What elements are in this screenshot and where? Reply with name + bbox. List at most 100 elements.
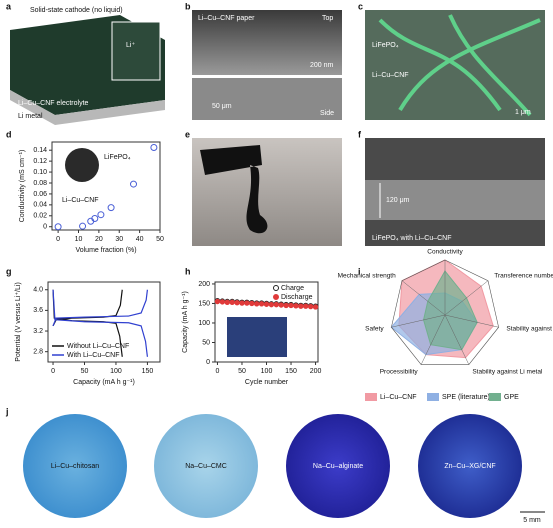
panel-f: f 120 μm LiFePO₄ with Li–Cu–CNF bbox=[358, 129, 545, 246]
y-tick-label: 100 bbox=[198, 320, 210, 327]
point bbox=[54, 223, 62, 231]
point bbox=[278, 302, 284, 308]
panel-j: j Li–Cu–chitosan Na–Cu–CMC Na–Cu–alginat… bbox=[5, 406, 545, 524]
sem-top bbox=[192, 10, 342, 75]
sample-disk bbox=[418, 414, 522, 518]
point bbox=[219, 299, 226, 305]
point bbox=[253, 301, 260, 307]
bottle bbox=[200, 145, 268, 234]
radar-area bbox=[423, 270, 478, 351]
scale-label: 1 μm bbox=[515, 109, 531, 116]
legend-swatch bbox=[489, 393, 501, 401]
radar-axis-label: Safety bbox=[365, 326, 384, 333]
caption: Side bbox=[320, 110, 334, 117]
radar-outline bbox=[391, 259, 499, 365]
y-axis-label: Potential (V versus Li⁺/Li) bbox=[15, 282, 22, 362]
radar-axis bbox=[420, 314, 446, 365]
sample-label: Na–Cu–CMC bbox=[185, 463, 227, 470]
legend-swatch bbox=[273, 294, 279, 300]
radar-axis-label: Stability against cathode bbox=[506, 326, 553, 333]
point bbox=[298, 303, 304, 309]
point bbox=[107, 204, 115, 212]
panel-a: a Solid-state cathode (no liquid) Li⁺ Li… bbox=[6, 1, 165, 125]
legend-label: Li–Cu–CNF bbox=[380, 394, 417, 401]
point bbox=[273, 301, 280, 308]
point bbox=[97, 211, 105, 219]
annotation: LiFePO₄ bbox=[104, 154, 131, 161]
y-tick-label: 200 bbox=[198, 281, 210, 288]
sample-disk bbox=[23, 414, 127, 518]
radar-axis bbox=[391, 314, 446, 328]
legend-label: Charge bbox=[281, 285, 304, 292]
y-tick-label: 0.02 bbox=[33, 213, 47, 220]
point bbox=[293, 303, 299, 309]
radar-axis-label: Transference number bbox=[494, 272, 553, 279]
point bbox=[224, 299, 230, 305]
inset-particles bbox=[65, 148, 99, 182]
legend-label: Discharge bbox=[281, 294, 313, 301]
sample-label: Li–Cu–chitosan bbox=[51, 463, 99, 470]
radar-axis bbox=[401, 280, 446, 316]
y-tick-label: 0.12 bbox=[33, 158, 47, 165]
point bbox=[79, 222, 87, 230]
point bbox=[263, 301, 270, 307]
x-tick-label: 100 bbox=[110, 368, 122, 375]
sample-disk bbox=[154, 414, 258, 518]
panel-label: j bbox=[5, 406, 9, 416]
x-tick-label: 50 bbox=[238, 368, 246, 375]
x-tick-label: 0 bbox=[215, 368, 219, 375]
zoom bbox=[111, 21, 161, 81]
y-tick-label: 2.8 bbox=[33, 349, 43, 356]
x-tick-label: 20 bbox=[95, 236, 103, 243]
y-tick-label: 3.6 bbox=[33, 307, 43, 314]
point bbox=[239, 300, 245, 306]
sample-label: Na–Cu–alginate bbox=[313, 463, 363, 470]
layer bbox=[365, 180, 545, 220]
x-tick-label: 0 bbox=[51, 368, 55, 375]
caption: Li metal bbox=[18, 113, 43, 120]
y-tick-label: 50 bbox=[202, 339, 210, 346]
caption: Li–Cu–CNF paper bbox=[198, 15, 255, 22]
x-tick-label: 50 bbox=[156, 236, 164, 243]
y-tick-label: 0.08 bbox=[33, 180, 47, 187]
li-layer bbox=[10, 90, 165, 125]
panel-c: c LiFePO₄ Li–Cu–CNF 1 μm bbox=[358, 1, 545, 120]
x-tick-label: 200 bbox=[310, 368, 322, 375]
x-tick-label: 10 bbox=[75, 236, 83, 243]
x-axis-label: Cycle number bbox=[245, 379, 289, 386]
x-tick-label: 50 bbox=[81, 368, 89, 375]
panel-label: e bbox=[185, 129, 190, 139]
radar-axis-label: Conductivity bbox=[427, 249, 463, 256]
scale-label: 50 μm bbox=[212, 103, 232, 110]
panel-label: b bbox=[185, 1, 191, 11]
panel-b: b Li–Cu–CNF paper Top 200 nm 50 μm Side bbox=[185, 1, 342, 120]
radar-axis-label: Processibility bbox=[380, 368, 419, 375]
legend-label: Without Li–Cu–CNF bbox=[67, 343, 129, 350]
annotation: Li–Cu–CNF bbox=[62, 197, 99, 204]
x-tick-label: 0 bbox=[56, 236, 60, 243]
caption: LiFePO₄ with Li–Cu–CNF bbox=[372, 235, 452, 242]
panel-label: i bbox=[358, 266, 361, 276]
radar-axis bbox=[444, 280, 489, 316]
scale-label: 200 nm bbox=[310, 62, 334, 69]
legend-label: With Li–Cu–CNF bbox=[67, 352, 120, 359]
y-tick-label: 0.04 bbox=[33, 202, 47, 209]
point bbox=[91, 215, 99, 223]
point bbox=[288, 302, 294, 309]
radar-axis bbox=[444, 314, 470, 365]
line bbox=[52, 289, 149, 357]
caption: Li⁺ bbox=[126, 42, 135, 49]
x-axis-label: Capacity (mA h g⁻¹) bbox=[73, 379, 135, 386]
caption: Li–Cu–CNF electrolyte bbox=[18, 100, 89, 107]
y-tick-label: 0 bbox=[206, 359, 210, 366]
legend-swatch bbox=[365, 393, 377, 401]
point bbox=[283, 302, 289, 309]
radar-axis-label: Stability against Li metal bbox=[472, 368, 543, 375]
x-tick-label: 100 bbox=[261, 368, 273, 375]
x-tick-label: 150 bbox=[285, 368, 297, 375]
point bbox=[307, 303, 314, 310]
x-tick-label: 30 bbox=[115, 236, 123, 243]
caption: Solid-state cathode (no liquid) bbox=[30, 7, 123, 14]
point bbox=[214, 298, 221, 305]
